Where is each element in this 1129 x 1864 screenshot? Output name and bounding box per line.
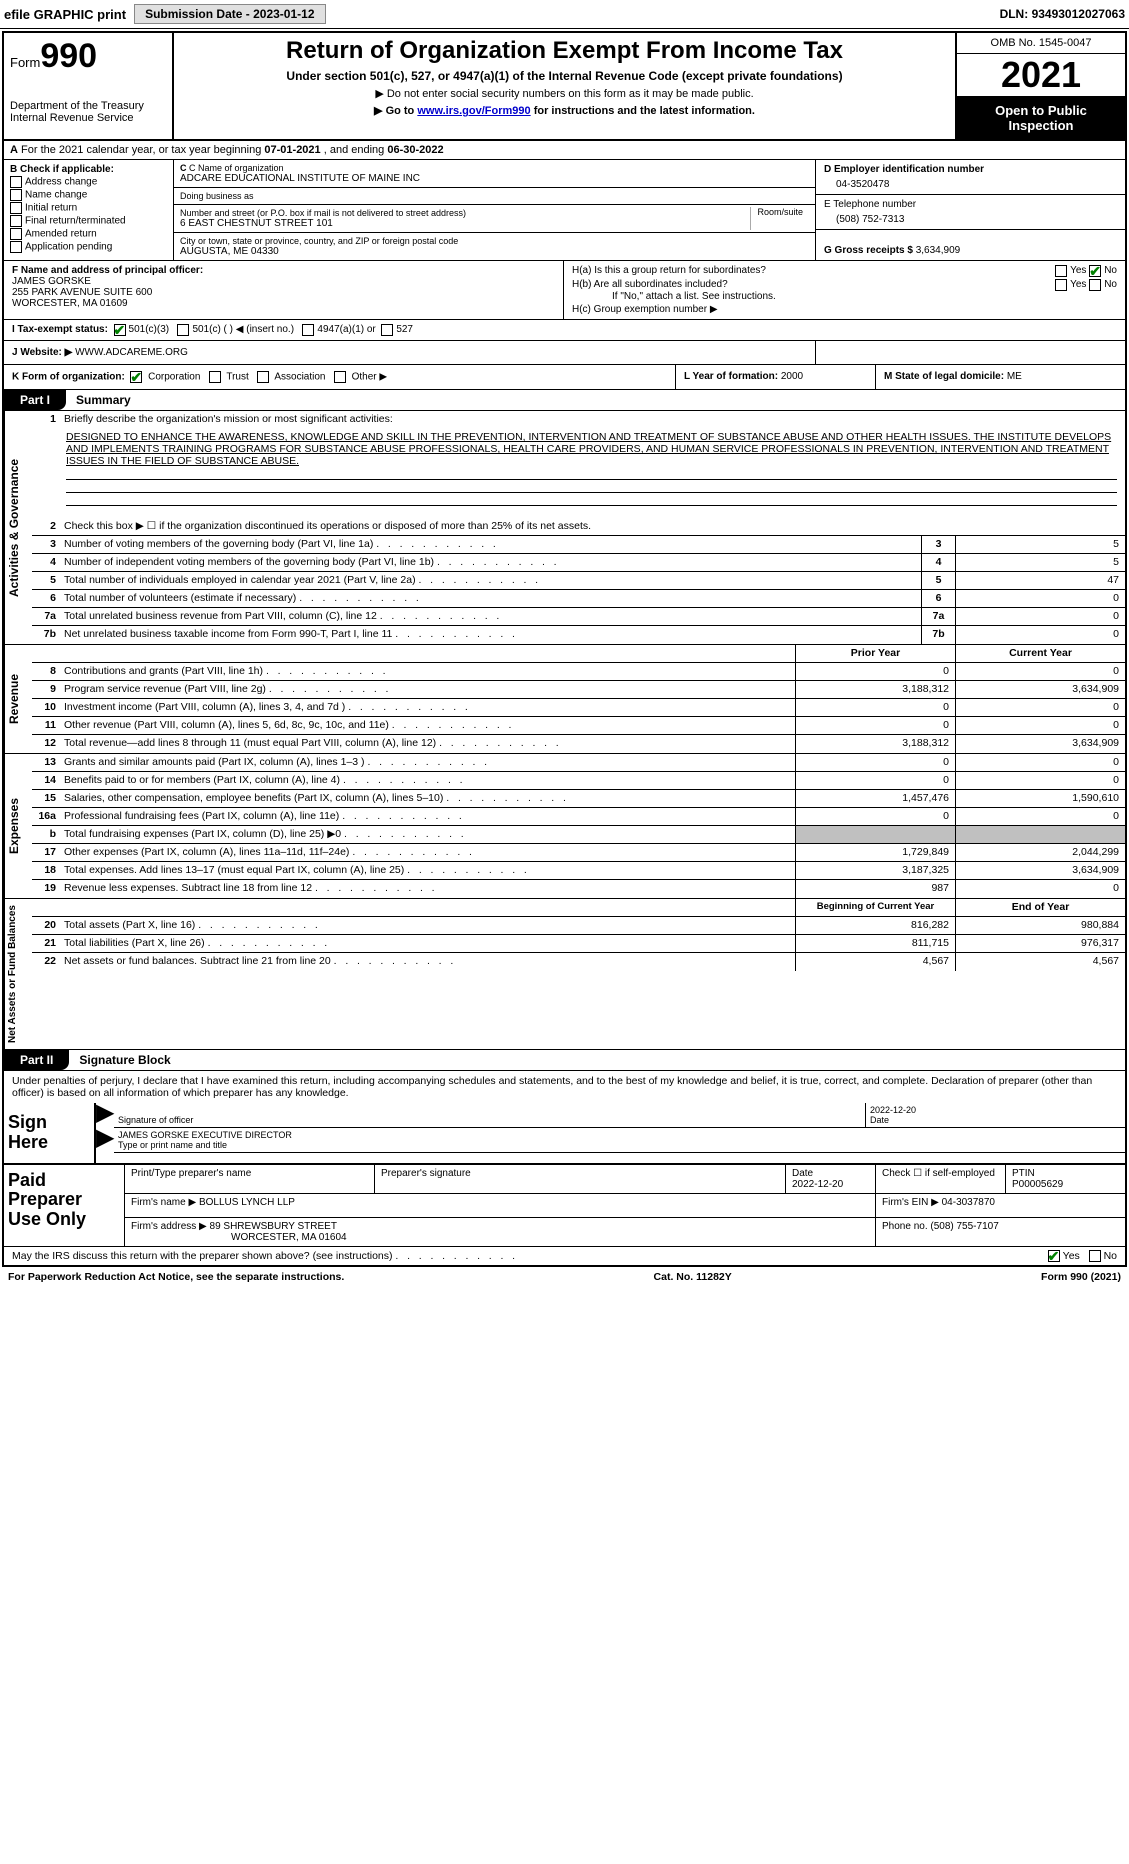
col-d-e-g: D Employer identification number 04-3520… (815, 160, 1125, 260)
cb-hb-no[interactable] (1089, 279, 1101, 291)
row-k-form-org: K Form of organization: Corporation Trus… (4, 365, 1125, 390)
section-activities-governance: Activities & Governance 1 Briefly descri… (4, 411, 1125, 645)
rev-line: 10Investment income (Part VIII, column (… (32, 699, 1125, 717)
header-title: Return of Organization Exempt From Incom… (174, 33, 955, 139)
net-line: 20Total assets (Part X, line 16)816,2829… (32, 917, 1125, 935)
cb-initial-return[interactable]: Initial return (10, 202, 167, 214)
net-line: 22Net assets or fund balances. Subtract … (32, 953, 1125, 971)
gov-line: 2Check this box ▶ ☐ if the organization … (32, 518, 1125, 536)
net-line: 21Total liabilities (Part X, line 26)811… (32, 935, 1125, 953)
cb-application-pending[interactable]: Application pending (10, 241, 167, 253)
rev-line: 11Other revenue (Part VIII, column (A), … (32, 717, 1125, 735)
col-c-org-info: C C Name of organization ADCARE EDUCATIO… (174, 160, 815, 260)
exp-line: 13Grants and similar amounts paid (Part … (32, 754, 1125, 772)
gov-line: 4Number of independent voting members of… (32, 554, 1125, 572)
rev-line: 8Contributions and grants (Part VIII, li… (32, 663, 1125, 681)
paid-preparer: Paid Preparer Use Only Print/Type prepar… (4, 1165, 1125, 1247)
discuss-row: May the IRS discuss this return with the… (4, 1247, 1125, 1265)
section-net-assets: Net Assets or Fund Balances Beginning of… (4, 899, 1125, 1050)
cb-address-change[interactable]: Address change (10, 176, 167, 188)
block-b-c-d-e: B Check if applicable: Address change Na… (4, 160, 1125, 261)
rev-line: 12Total revenue—add lines 8 through 11 (… (32, 735, 1125, 753)
cb-discuss-no[interactable] (1089, 1250, 1101, 1262)
block-f-h: F Name and address of principal officer:… (4, 261, 1125, 320)
col-b-checkboxes: B Check if applicable: Address change Na… (4, 160, 174, 260)
exp-line: bTotal fundraising expenses (Part IX, co… (32, 826, 1125, 844)
col-f-officer: F Name and address of principal officer:… (4, 261, 564, 319)
gov-line: 6Total number of volunteers (estimate if… (32, 590, 1125, 608)
section-revenue: Revenue Prior Year Current Year 8Contrib… (4, 645, 1125, 754)
part-1-header: Part I Summary (4, 390, 1125, 411)
cb-trust[interactable] (209, 371, 221, 383)
col-h-group: H(a) Is this a group return for subordin… (564, 261, 1125, 319)
cb-discuss-yes[interactable] (1048, 1250, 1060, 1262)
part-2-header: Part II Signature Block (4, 1050, 1125, 1071)
sign-here-row: Sign Here ▶ Signature of officer 2022-12… (4, 1103, 1125, 1165)
exp-line: 18Total expenses. Add lines 13–17 (must … (32, 862, 1125, 880)
form-990: Form990 Department of the Treasury Inter… (2, 31, 1127, 1267)
exp-line: 16aProfessional fundraising fees (Part I… (32, 808, 1125, 826)
form990-link[interactable]: www.irs.gov/Form990 (417, 105, 530, 117)
page-footer: For Paperwork Reduction Act Notice, see … (0, 1269, 1129, 1285)
header-left: Form990 Department of the Treasury Inter… (4, 33, 174, 139)
efile-label: efile GRAPHIC print (4, 7, 126, 22)
rev-line: 9Program service revenue (Part VIII, lin… (32, 681, 1125, 699)
cb-527[interactable] (381, 324, 393, 336)
top-toolbar: efile GRAPHIC print Submission Date - 20… (0, 0, 1129, 29)
cb-name-change[interactable]: Name change (10, 189, 167, 201)
cb-final-return[interactable]: Final return/terminated (10, 215, 167, 227)
mission-text: DESIGNED TO ENHANCE THE AWARENESS, KNOWL… (32, 429, 1125, 508)
form-header: Form990 Department of the Treasury Inter… (4, 33, 1125, 141)
cb-other[interactable] (334, 371, 346, 383)
cb-ha-yes[interactable] (1055, 265, 1067, 277)
cb-ha-no[interactable] (1089, 265, 1101, 277)
cb-501c3[interactable] (114, 324, 126, 336)
exp-line: 15Salaries, other compensation, employee… (32, 790, 1125, 808)
exp-line: 19Revenue less expenses. Subtract line 1… (32, 880, 1125, 898)
gov-line: 3Number of voting members of the governi… (32, 536, 1125, 554)
exp-line: 14Benefits paid to or for members (Part … (32, 772, 1125, 790)
dln: DLN: 93493012027063 (1000, 7, 1125, 21)
row-a-tax-year: A For the 2021 calendar year, or tax yea… (4, 141, 1125, 160)
cb-501c[interactable] (177, 324, 189, 336)
officer-arrow-icon: ▶ (96, 1128, 114, 1153)
row-j-website: J Website: ▶ WWW.ADCAREME.ORG (4, 341, 1125, 365)
penalties-text: Under penalties of perjury, I declare th… (4, 1071, 1125, 1103)
cb-assoc[interactable] (257, 371, 269, 383)
gov-line: 7bNet unrelated business taxable income … (32, 626, 1125, 644)
header-right: OMB No. 1545-0047 2021 Open to Public In… (955, 33, 1125, 139)
cb-4947[interactable] (302, 324, 314, 336)
gov-line: 7aTotal unrelated business revenue from … (32, 608, 1125, 626)
cb-corp[interactable] (130, 371, 142, 383)
cb-hb-yes[interactable] (1055, 279, 1067, 291)
section-expenses: Expenses 13Grants and similar amounts pa… (4, 754, 1125, 899)
submission-date-btn[interactable]: Submission Date - 2023-01-12 (134, 4, 325, 24)
gov-line: 5Total number of individuals employed in… (32, 572, 1125, 590)
cb-amended-return[interactable]: Amended return (10, 228, 167, 240)
exp-line: 17Other expenses (Part IX, column (A), l… (32, 844, 1125, 862)
row-i-tax-status: I Tax-exempt status: 501(c)(3) 501(c) ( … (4, 320, 1125, 341)
